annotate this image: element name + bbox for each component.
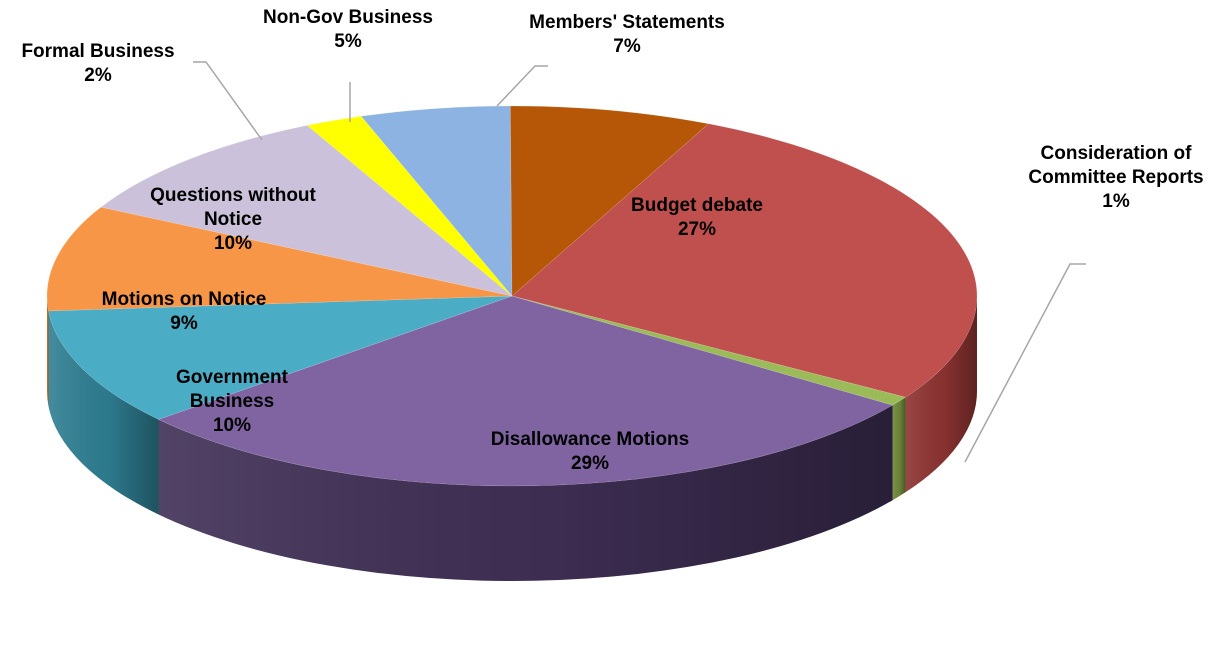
- pct-label-consideration-of-committee-reports: 1%: [1102, 191, 1130, 212]
- category-label-members-statements: Members' Statements: [529, 12, 725, 33]
- leader-lines: [193, 61, 1086, 463]
- pct-label-government-business: 10%: [213, 415, 251, 436]
- pie-side-shade-government-business: [48, 310, 159, 515]
- data-label-consideration-of-committee-reports: Consideration of Committee Reports 1%: [1028, 143, 1203, 212]
- pie-slice-government-business: [48, 295, 513, 420]
- category-label-government-business: Business: [190, 391, 274, 412]
- pct-label-questions-without-notice: 10%: [214, 233, 252, 254]
- data-label-formal-business: Formal Business 2%: [21, 41, 174, 86]
- category-label-consideration-of-committee-reports: Committee Reports: [1028, 167, 1203, 188]
- category-label-questions-without-notice: Questions without: [150, 185, 316, 206]
- data-label-questions-without-notice: Questions without Notice 10%: [150, 185, 316, 254]
- pie-side-shade-motions-on-notice: [47, 296, 49, 406]
- pct-label-formal-business: 2%: [84, 65, 112, 86]
- pie-slice-motions-on-notice: [46, 206, 513, 312]
- pie-slice-consideration-of-committee-reports: [511, 295, 907, 406]
- leader-line-formal-business: [193, 61, 263, 141]
- pie-slice-formal-business: [306, 115, 513, 297]
- pie-slice-disallowance-motions: [157, 295, 894, 487]
- category-label-consideration-of-committee-reports: Consideration of: [1041, 143, 1193, 164]
- pct-label-disallowance-motions: 29%: [571, 453, 609, 474]
- category-label-budget-debate: Budget debate: [631, 195, 763, 216]
- pie-side-shade-disallowance-motions: [158, 405, 893, 581]
- data-label-members-statements: Members' Statements 7%: [529, 12, 725, 57]
- category-label-government-business: Government: [176, 367, 289, 388]
- leader-line-consideration-of-committee-reports: [964, 263, 1086, 463]
- category-label-questions-without-notice: Notice: [204, 209, 262, 230]
- leader-line-members-statements: [496, 65, 548, 107]
- category-label-motions-on-notice: Motions on Notice: [102, 289, 267, 310]
- data-label-non-gov-business: Non-Gov Business 5%: [263, 7, 433, 52]
- pct-label-motions-on-notice: 9%: [170, 313, 198, 334]
- data-labels: Budget debate 27% Consideration of Committe…: [21, 7, 1203, 474]
- pct-label-non-gov-business: 5%: [334, 31, 362, 52]
- data-label-motions-on-notice: Motions on Notice 9%: [102, 289, 267, 334]
- pie-slices: [46, 105, 978, 487]
- pie-slice-questions-without-notice: [100, 125, 513, 297]
- pie-side-shade-budget-debate: [905, 296, 977, 493]
- category-label-disallowance-motions: Disallowance Motions: [491, 429, 689, 450]
- pie-slice-budget-debate: [511, 123, 978, 398]
- data-label-disallowance-motions: Disallowance Motions 29%: [491, 429, 689, 474]
- pie-slice-members-statements: [510, 105, 710, 297]
- category-label-non-gov-business: Non-Gov Business: [263, 7, 433, 28]
- pie-side-shade-consideration-of-committee-reports: [892, 397, 906, 501]
- pie-sides: [47, 296, 977, 581]
- data-label-budget-debate: Budget debate 27%: [631, 195, 763, 240]
- pie-slice-non-gov-business: [360, 105, 513, 297]
- pct-label-budget-debate: 27%: [678, 219, 716, 240]
- category-label-formal-business: Formal Business: [21, 41, 174, 62]
- pct-label-members-statements: 7%: [613, 36, 641, 57]
- data-label-government-business: Government Business 10%: [176, 367, 289, 436]
